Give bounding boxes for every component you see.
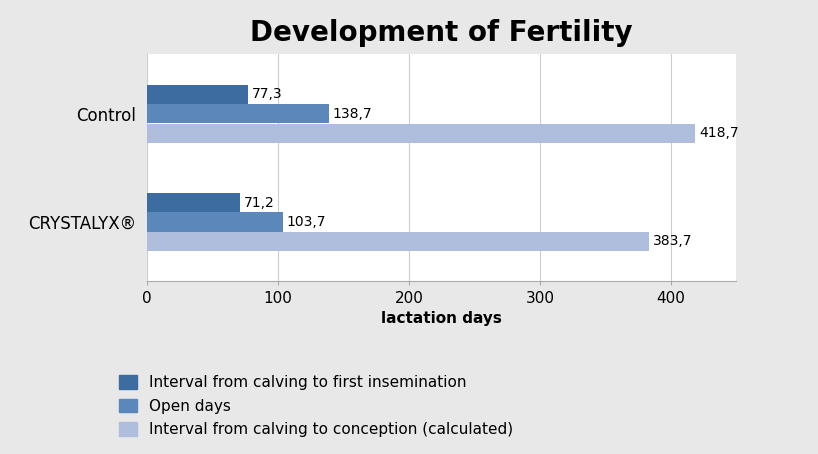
X-axis label: lactation days: lactation days [381, 311, 502, 326]
Text: 103,7: 103,7 [287, 215, 326, 229]
Text: 418,7: 418,7 [699, 126, 739, 140]
Text: 71,2: 71,2 [245, 196, 275, 210]
Bar [147, 104, 329, 123]
Bar [147, 124, 695, 143]
Bar [147, 193, 240, 212]
Text: 383,7: 383,7 [654, 234, 693, 248]
Bar [147, 212, 283, 232]
Bar [147, 85, 249, 104]
Text: 77,3: 77,3 [252, 88, 283, 102]
Text: 138,7: 138,7 [333, 107, 372, 121]
Bar [147, 232, 649, 251]
Legend: Interval from calving to first insemination, Open days, Interval from calving to: Interval from calving to first inseminat… [114, 370, 518, 442]
Title: Development of Fertility: Development of Fertility [250, 19, 633, 47]
